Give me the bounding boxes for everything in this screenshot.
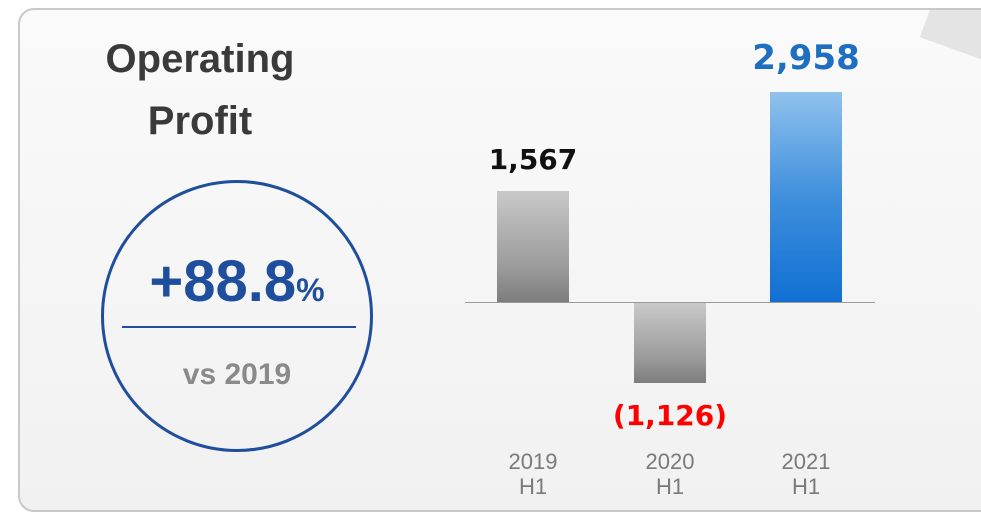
change-number: +88.8 [149,249,297,314]
corner-decoration [919,10,981,79]
callout-circle [101,180,373,452]
value-label: 2,958 [752,38,860,78]
x-tick-label: 2021 [781,449,831,474]
x-tick-label: H1 [791,474,821,499]
chart-title: Operating Profit [105,37,295,143]
bar [770,92,842,302]
change-unit: % [296,272,325,308]
value-label: 1,567 [488,142,578,176]
x-tick-label: 2019 [508,449,558,474]
comparison-label: vs 2019 [182,358,292,391]
value-label: (1,126) [612,398,728,432]
divider [122,326,356,328]
bar [497,190,569,302]
x-tick-label: 2020 [645,449,695,474]
bar [634,303,706,383]
zero-line [465,302,875,303]
x-tick-label: H1 [518,474,548,499]
change-value: +88.8% [101,248,373,315]
x-tick-label: H1 [655,474,685,499]
